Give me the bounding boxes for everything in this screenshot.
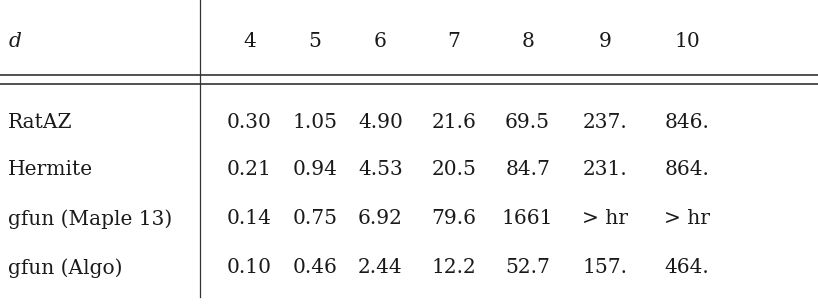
Text: 0.94: 0.94	[293, 160, 337, 179]
Text: 846.: 846.	[665, 113, 709, 132]
Text: Hermite: Hermite	[8, 160, 93, 179]
Text: 1661: 1661	[502, 209, 553, 228]
Text: 8: 8	[521, 32, 534, 51]
Text: 864.: 864.	[665, 160, 709, 179]
Text: 0.10: 0.10	[227, 258, 272, 277]
Text: 0.14: 0.14	[227, 209, 272, 228]
Text: 7: 7	[447, 32, 461, 51]
Text: RatAZ: RatAZ	[8, 113, 73, 132]
Text: 10: 10	[674, 32, 700, 51]
Text: > hr: > hr	[664, 209, 710, 228]
Text: 4.53: 4.53	[358, 160, 402, 179]
Text: 4.90: 4.90	[358, 113, 402, 132]
Text: 12.2: 12.2	[432, 258, 476, 277]
Text: 6.92: 6.92	[358, 209, 402, 228]
Text: 52.7: 52.7	[506, 258, 550, 277]
Text: 20.5: 20.5	[432, 160, 476, 179]
Text: > hr: > hr	[582, 209, 628, 228]
Text: gfun (Maple 13): gfun (Maple 13)	[8, 209, 173, 229]
Text: 9: 9	[599, 32, 612, 51]
Text: 231.: 231.	[583, 160, 627, 179]
Text: 1.05: 1.05	[292, 113, 338, 132]
Text: 6: 6	[374, 32, 387, 51]
Text: 157.: 157.	[582, 258, 628, 277]
Text: 69.5: 69.5	[505, 113, 551, 132]
Text: 79.6: 79.6	[431, 209, 477, 228]
Text: 464.: 464.	[665, 258, 709, 277]
Text: 84.7: 84.7	[506, 160, 550, 179]
Text: 0.30: 0.30	[227, 113, 272, 132]
Text: d: d	[8, 32, 21, 51]
Text: 4: 4	[243, 32, 256, 51]
Text: 237.: 237.	[583, 113, 627, 132]
Text: 5: 5	[308, 32, 321, 51]
Text: 2.44: 2.44	[358, 258, 402, 277]
Text: 21.6: 21.6	[432, 113, 476, 132]
Text: 0.75: 0.75	[292, 209, 338, 228]
Text: gfun (Algo): gfun (Algo)	[8, 258, 123, 278]
Text: 0.46: 0.46	[293, 258, 337, 277]
Text: 0.21: 0.21	[227, 160, 272, 179]
